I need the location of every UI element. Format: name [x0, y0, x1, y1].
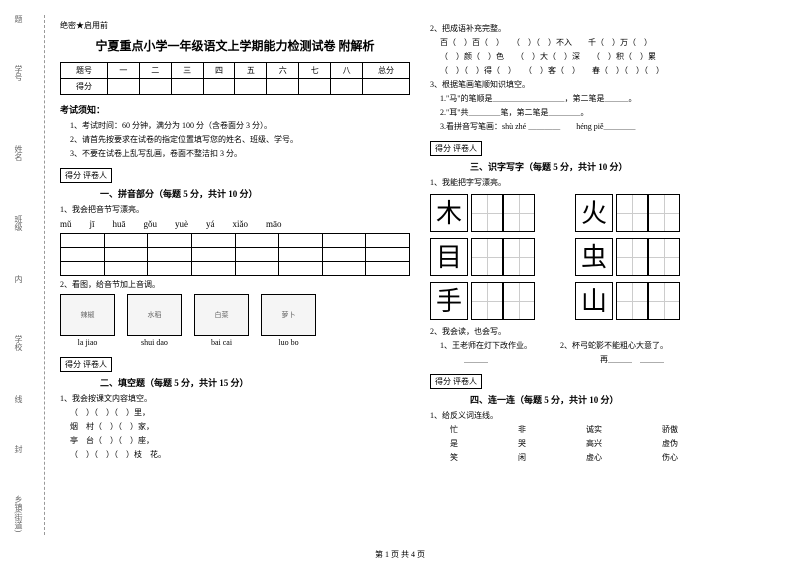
img-placeholder: 萝卜 — [261, 294, 316, 336]
char-row: 目 虫 — [430, 238, 780, 276]
img-placeholder: 水稻 — [127, 294, 182, 336]
score-table: 题号 一 二 三 四 五 六 七 八 总分 得分 — [60, 62, 410, 95]
th: 总分 — [363, 63, 410, 79]
header-mark: 绝密★启用前 — [60, 20, 410, 31]
section-box: 得分 评卷人 — [60, 168, 112, 183]
th: 一 — [107, 63, 139, 79]
th: 三 — [171, 63, 203, 79]
binding-label: 内 — [13, 275, 24, 283]
left-column: 绝密★启用前 宁夏重点小学一年级语文上学期能力检测试卷 附解析 题号 一 二 三… — [50, 20, 420, 555]
q2: 2、我会读，也会写。 — [430, 326, 780, 337]
pinyin-row: mǔ jī huā gǒu yuè yá xiǎo māo — [60, 219, 410, 229]
section4-title: 四、连一连（每题 5 分，共计 10 分） — [470, 393, 780, 406]
th: 八 — [331, 63, 363, 79]
big-char: 虫 — [575, 238, 613, 276]
pinyin-grid — [60, 233, 410, 276]
q2-line: ＿＿＿ 再＿＿＿ ＿＿＿ — [440, 354, 780, 365]
big-char: 木 — [430, 194, 468, 232]
binding-label: 姓名 — [13, 145, 24, 161]
page-footer: 第 1 页 共 4 页 — [375, 549, 425, 560]
q1: 1、我会把音节写漂亮。 — [60, 204, 410, 215]
q3-line: 1."马"的笔顺是＿＿＿＿＿＿＿＿＿，第二笔是＿＿＿。 — [440, 93, 780, 104]
section-box: 得分 评卷人 — [430, 374, 482, 389]
section3-title: 三、识字写字（每题 5 分，共计 10 分） — [470, 160, 780, 173]
match-row: 笑 闲 虚心 伤心 — [450, 452, 780, 463]
img-label: la jiao — [60, 338, 115, 347]
section1-title: 一、拼音部分（每题 5 分，共计 10 分） — [100, 187, 410, 200]
idiom-line: （ ）（ ）得（ ） （ ）客（ ） 春（ ）（ ）（ ） — [440, 65, 780, 76]
q3: 3、根据笔画笔顺知识填空。 — [430, 79, 780, 90]
th: 五 — [235, 63, 267, 79]
th: 六 — [267, 63, 299, 79]
notice-item: 3、不要在试卷上乱写乱画，卷面不整洁扣 3 分。 — [70, 148, 410, 159]
big-char: 火 — [575, 194, 613, 232]
match-row: 忙 非 诚实 骄傲 — [450, 424, 780, 435]
notice-title: 考试须知： — [60, 103, 410, 116]
fill-line: （ ）（ ）（ ）里， — [70, 407, 410, 418]
idiom-line: （ ）颜（ ）色 （ ）大（ ）深 （ ）积（ ）累 — [440, 51, 780, 62]
section-box: 得分 评卷人 — [60, 357, 112, 372]
q1: 1、我会按课文内容填空。 — [60, 393, 410, 404]
match-row: 是 哭 高兴 虚伪 — [450, 438, 780, 449]
td: 得分 — [61, 79, 108, 95]
fill-line: 亭 台（ ）（ ）座， — [70, 435, 410, 446]
q2: 2、看图，给音节加上音调。 — [60, 279, 410, 290]
th: 题号 — [61, 63, 108, 79]
q1: 1、我能把字写漂亮。 — [430, 177, 780, 188]
image-row: 辣椒 la jiao 水稻 shui dao 白菜 bai cai 萝卜 luo… — [60, 294, 410, 347]
notice-item: 1、考试时间：60 分钟，满分为 100 分（含卷面分 3 分）。 — [70, 120, 410, 131]
q2-line: 1、王老师在灯下改作业。 2、杯弓蛇影不能粗心大意了。 — [440, 340, 780, 351]
q3-line: 2."耳"共＿＿＿＿笔，第二笔是＿＿＿＿。 — [440, 107, 780, 118]
th: 四 — [203, 63, 235, 79]
binding-label: 学校 — [13, 335, 24, 351]
idiom-line: 百（ ）百（ ） （ ）（ ）不入 千（ ）万（ ） — [440, 37, 780, 48]
img-placeholder: 辣椒 — [60, 294, 115, 336]
q2: 2、把成语补充完整。 — [430, 23, 780, 34]
th: 二 — [139, 63, 171, 79]
big-char: 目 — [430, 238, 468, 276]
img-label: bai cai — [194, 338, 249, 347]
char-row: 手 山 — [430, 282, 780, 320]
char-row: 木 火 — [430, 194, 780, 232]
binding-label: 线 — [13, 395, 24, 403]
img-label: luo bo — [261, 338, 316, 347]
binding-label: 题 — [13, 15, 24, 23]
fill-line: （ ）（ ）（ ）枝 花。 — [70, 449, 410, 460]
right-column: 2、把成语补充完整。 百（ ）百（ ） （ ）（ ）不入 千（ ）万（ ） （ … — [420, 20, 790, 555]
th: 七 — [299, 63, 331, 79]
binding-label: 学号 — [13, 65, 24, 81]
notice-item: 2、请首先按要求在试卷的指定位置填写您的姓名、班级、学号。 — [70, 134, 410, 145]
binding-label: 班级 — [13, 215, 24, 231]
big-char: 手 — [430, 282, 468, 320]
img-placeholder: 白菜 — [194, 294, 249, 336]
q1: 1、给反义词连线。 — [430, 410, 780, 421]
section-box: 得分 评卷人 — [430, 141, 482, 156]
binding-label: 封 — [13, 445, 24, 453]
exam-title: 宁夏重点小学一年级语文上学期能力检测试卷 附解析 — [60, 37, 410, 54]
fill-line: 烟 村（ ）（ ）家， — [70, 421, 410, 432]
q3-line: 3.看拼音写笔画：shù zhé ＿＿＿＿ héng piě＿＿＿＿ — [440, 121, 780, 132]
img-label: shui dao — [127, 338, 182, 347]
big-char: 山 — [575, 282, 613, 320]
binding-label: 乡镇(街道) — [13, 495, 24, 532]
section2-title: 二、填空题（每题 5 分，共计 15 分） — [100, 376, 410, 389]
